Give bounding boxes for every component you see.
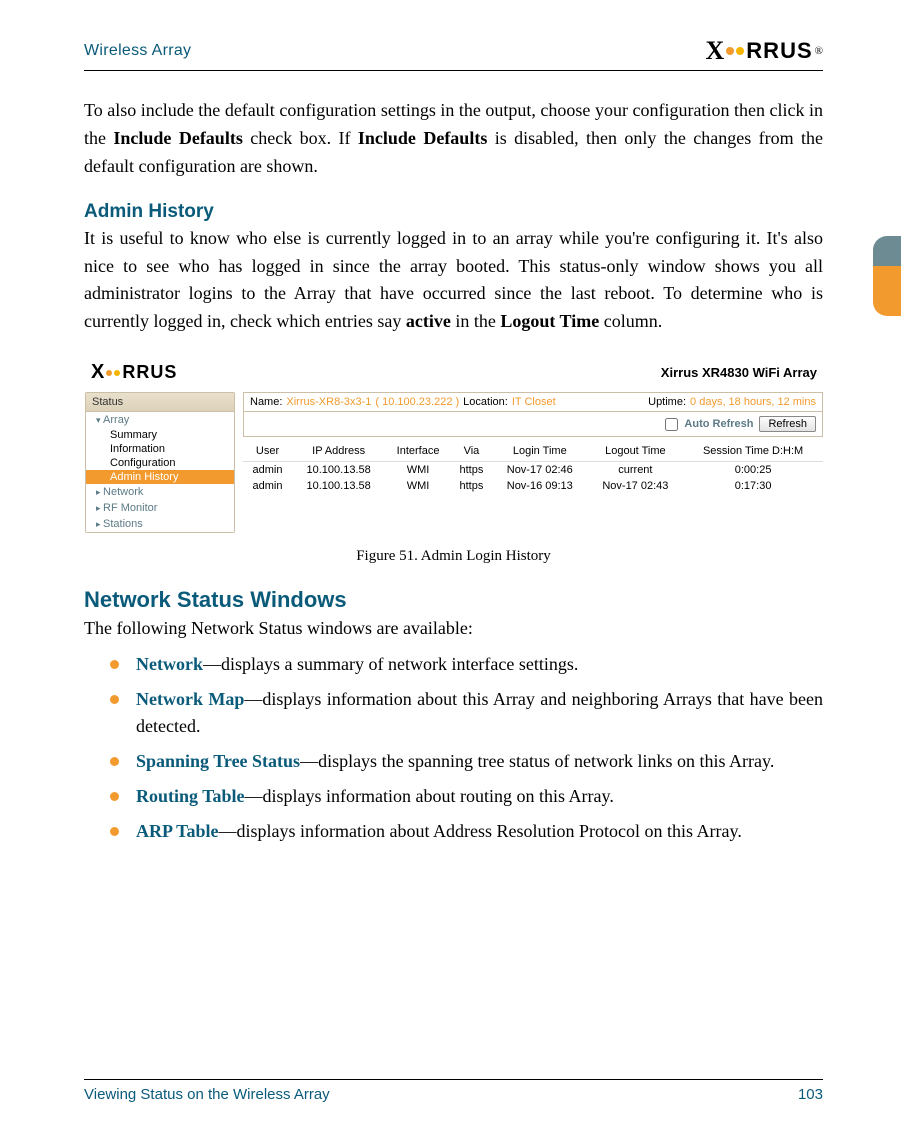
product-title: Xirrus XR4830 WiFi Array [661,365,817,380]
location-value: IT Closet [512,396,556,408]
network-status-list: Network—displays a summary of network in… [84,651,823,845]
name-label: Name: [250,396,282,408]
link[interactable]: Spanning Tree Status [136,751,300,771]
table-cell: current [588,462,684,479]
page-tab-icon [873,236,901,316]
table-cell: https [451,478,492,494]
sidebar-header: Status [86,393,234,412]
sidebar-group[interactable]: RF Monitor [86,500,234,516]
screenshot-header: X RRUS Xirrus XR4830 WiFi Array [85,357,823,392]
list-item-text: —displays a summary of network interface… [203,654,578,674]
sidebar: Status ArraySummaryInformationConfigurat… [85,392,235,533]
main-panel: Name: Xirrus-XR8-3x3-1 ( 10.100.23.222 )… [235,392,823,533]
table-cell: admin [243,462,292,479]
table-cell: https [451,462,492,479]
location-label: Location: [463,396,508,408]
uptime-label: Uptime: [648,396,686,408]
list-item: Routing Table—displays information about… [110,783,823,810]
page-footer: Viewing Status on the Wireless Array 103 [84,1079,823,1103]
table-header-cell: Logout Time [588,441,684,462]
list-item: ARP Table—displays information about Add… [110,818,823,845]
logo-dot-icon [106,370,112,376]
logo-dot-icon [114,370,120,376]
list-item-text: —displays the spanning tree status of ne… [300,751,774,771]
list-item: Spanning Tree Status—displays the spanni… [110,748,823,775]
table-cell: WMI [385,462,451,479]
link[interactable]: ARP Table [136,821,219,841]
table-row: admin10.100.13.58WMIhttpsNov-17 02:46cur… [243,462,823,479]
page-header: Wireless Array X RRUS® [84,36,823,71]
logo-text: RRUS [122,362,177,383]
sidebar-item[interactable]: Admin History [86,470,234,484]
auto-refresh-checkbox[interactable] [665,418,678,431]
table-cell: Nov-16 09:13 [492,478,588,494]
screenshot-logo: X RRUS [91,361,177,384]
table-cell: 10.100.13.58 [292,478,385,494]
intro-paragraph: To also include the default configuratio… [84,97,823,181]
ip-value: ( 10.100.23.222 ) [375,396,459,408]
list-item: Network Map—displays information about t… [110,686,823,740]
screenshot-panel: X RRUS Xirrus XR4830 WiFi Array Status A… [84,356,824,534]
table-header-cell: Via [451,441,492,462]
link[interactable]: Network [136,654,203,674]
logo-x-glyph: X [706,36,725,66]
table-cell: WMI [385,478,451,494]
sidebar-group[interactable]: Stations [86,516,234,532]
table-cell: Nov-17 02:43 [588,478,684,494]
header-title: Wireless Array [84,42,191,60]
logo-text: RRUS [746,38,812,64]
link[interactable]: Routing Table [136,786,245,806]
table-header-cell: Session Time D:H:M [683,441,823,462]
table-cell: Nov-17 02:46 [492,462,588,479]
admin-history-paragraph: It is useful to know who else is current… [84,225,823,337]
logo-dot-icon [726,47,734,55]
name-value: Xirrus-XR8-3x3-1 [286,396,371,408]
sidebar-item[interactable]: Configuration [86,456,234,470]
figure-51: X RRUS Xirrus XR4830 WiFi Array Status A… [84,356,823,565]
auto-refresh-label: Auto Refresh [684,418,753,430]
admin-history-heading: Admin History [84,201,823,223]
link[interactable]: Network Map [136,689,244,709]
table-cell: admin [243,478,292,494]
table-cell: 0:00:25 [683,462,823,479]
toolbar: Auto Refresh Refresh [243,412,823,437]
list-item: Network—displays a summary of network in… [110,651,823,678]
table-header-cell: Login Time [492,441,588,462]
table-header-cell: IP Address [292,441,385,462]
table-cell: 0:17:30 [683,478,823,494]
page-number: 103 [798,1086,823,1103]
logo-x-glyph: X [91,361,104,384]
figure-caption: Figure 51. Admin Login History [84,548,823,565]
table-row: admin10.100.13.58WMIhttpsNov-16 09:13Nov… [243,478,823,494]
table-header-cell: Interface [385,441,451,462]
footer-section: Viewing Status on the Wireless Array [84,1086,330,1103]
uptime-value: 0 days, 18 hours, 12 mins [690,396,816,408]
info-bar: Name: Xirrus-XR8-3x3-1 ( 10.100.23.222 )… [243,392,823,412]
table-header-cell: User [243,441,292,462]
login-history-table: UserIP AddressInterfaceViaLogin TimeLogo… [243,441,823,494]
network-status-heading: Network Status Windows [84,587,823,613]
table-cell: 10.100.13.58 [292,462,385,479]
list-item-text: —displays information about Address Reso… [219,821,742,841]
brand-logo: X RRUS® [706,36,823,66]
logo-dot-icon [736,47,744,55]
sidebar-item[interactable]: Information [86,442,234,456]
network-status-intro: The following Network Status windows are… [84,615,823,643]
sidebar-group[interactable]: Array [86,412,234,428]
refresh-button[interactable]: Refresh [759,416,816,432]
list-item-text: —displays information about routing on t… [245,786,614,806]
sidebar-item[interactable]: Summary [86,428,234,442]
sidebar-group[interactable]: Network [86,484,234,500]
